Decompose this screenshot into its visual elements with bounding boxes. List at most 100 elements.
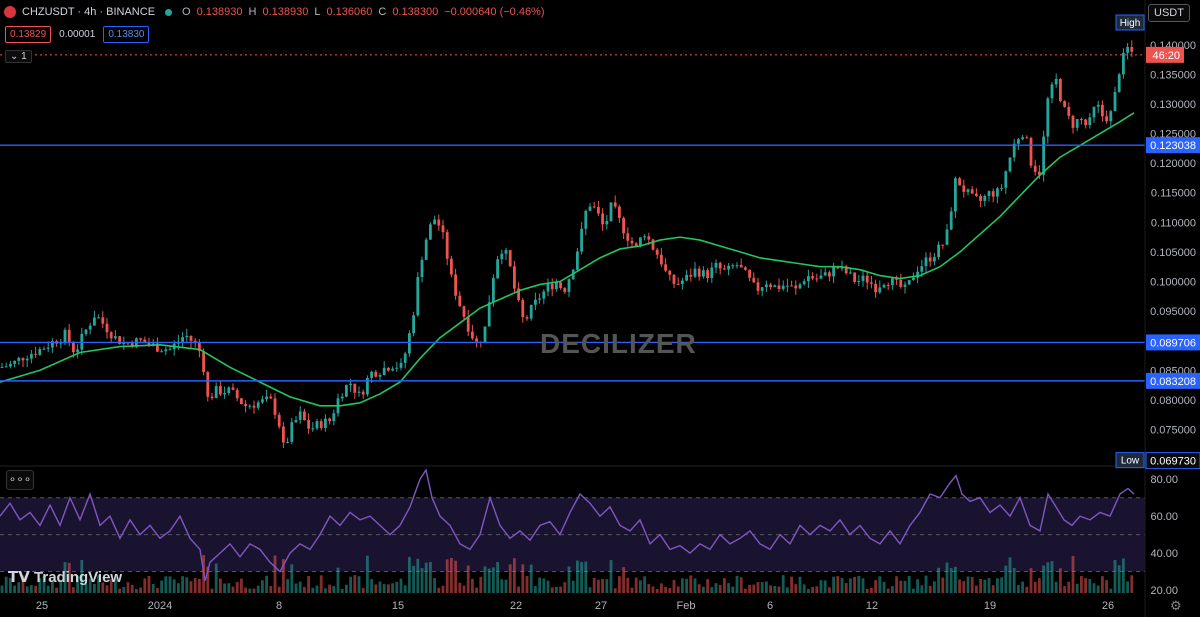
buy-price-button[interactable]: 0.13830 — [103, 26, 150, 43]
volume-bar — [105, 585, 109, 593]
volume-bar — [122, 586, 126, 593]
chz-logo-icon — [4, 6, 16, 18]
volume-bar — [462, 585, 466, 593]
volume-bar — [294, 583, 298, 593]
volume-bar — [706, 579, 709, 593]
volume-bar — [1088, 578, 1092, 593]
volume-bar — [1033, 581, 1037, 593]
volume-bar — [521, 564, 525, 593]
candle-body-down — [118, 336, 121, 344]
collapse-indicators-button[interactable]: ⌄ 1 — [5, 50, 32, 63]
volume-bar — [916, 579, 919, 593]
volume-bar — [496, 562, 499, 593]
volume-bar — [1101, 576, 1104, 593]
candle-body-up — [1126, 46, 1129, 53]
volume-bar — [198, 578, 201, 593]
candle-body-up — [1046, 98, 1050, 137]
candle-body-up — [954, 178, 957, 212]
rsi-axis-tick: 60.00 — [1150, 511, 1178, 523]
volume-bar — [1059, 568, 1062, 593]
volume-bar — [156, 588, 159, 593]
candle-body-up — [1021, 137, 1024, 140]
candle-body-down — [109, 332, 113, 339]
candle-body-down — [626, 233, 630, 241]
candle-body-up — [1109, 111, 1113, 122]
candle-body-down — [231, 387, 235, 390]
candle-body-down — [660, 254, 663, 265]
candle-body-down — [462, 306, 466, 317]
volume-bar — [466, 565, 470, 593]
candle-body-up — [933, 257, 936, 262]
volume-bar — [382, 584, 386, 593]
volume-bar — [143, 578, 147, 593]
volume-bar — [366, 555, 369, 593]
candle-body-up — [168, 349, 172, 351]
volume-bar — [760, 582, 764, 593]
volume-bar — [664, 586, 667, 593]
volume-bar — [933, 581, 936, 593]
candle-body-up — [1012, 143, 1016, 158]
candle-body-up — [315, 421, 319, 429]
candle-body-up — [987, 191, 991, 196]
candle-body-up — [567, 279, 571, 293]
candle-body-down — [189, 335, 193, 341]
candle-body-up — [924, 257, 928, 267]
volume-bar — [374, 584, 378, 593]
candle-body-up — [433, 219, 436, 225]
volume-bar — [731, 586, 735, 593]
high-label: H — [248, 6, 257, 18]
volume-bar — [420, 568, 424, 593]
low-value: 0.136060 — [326, 6, 373, 18]
volume-bar — [777, 586, 781, 593]
volume-bar — [832, 576, 835, 593]
candle-body-down — [513, 266, 516, 289]
candle-body-up — [1096, 104, 1100, 107]
volume-bar — [739, 577, 743, 593]
volume-bar — [311, 587, 315, 593]
volume-bar — [798, 576, 802, 593]
candle-body-up — [395, 367, 399, 369]
gear-icon[interactable]: ⚙ — [1170, 598, 1182, 613]
candle-body-down — [1033, 165, 1037, 172]
candle-body-up — [97, 317, 100, 319]
currency-selector[interactable]: USDT — [1148, 4, 1190, 22]
candle-body-up — [38, 349, 42, 355]
volume-bar — [1122, 558, 1125, 593]
candle-body-down — [697, 268, 701, 277]
volume-bar — [504, 579, 508, 593]
volume-bar — [1067, 581, 1071, 593]
rsi-menu-button[interactable]: ∘∘∘ — [6, 470, 34, 490]
candle-body-up — [1042, 136, 1045, 175]
volume-bar — [349, 576, 352, 593]
volume-bar — [718, 584, 722, 593]
candle-body-down — [895, 278, 898, 280]
change-value: −0.000640 (−0.46%) — [444, 6, 545, 18]
symbol-name[interactable]: CHZUSDT · 4h · BINANCE — [22, 6, 156, 18]
volume-bar — [437, 587, 441, 593]
candle-body-down — [1130, 46, 1134, 52]
candle-body-up — [849, 272, 852, 274]
volume-bar — [563, 582, 567, 593]
volume-bar — [214, 563, 218, 593]
candle-body-up — [1113, 91, 1117, 112]
level-price-text: 0.123038 — [1150, 140, 1196, 152]
sell-price-button[interactable]: 0.13829 — [5, 26, 52, 43]
volume-bar — [189, 581, 193, 593]
volume-bar — [269, 586, 273, 593]
volume-bar — [605, 579, 609, 593]
candle-body-down — [1059, 78, 1062, 102]
candle-body-up — [710, 267, 714, 279]
volume-bar — [714, 583, 718, 593]
candle-body-down — [651, 239, 655, 250]
candle-body-down — [647, 236, 651, 240]
volume-bar — [479, 576, 483, 593]
volume-bar — [93, 583, 96, 593]
candle-body-up — [996, 188, 999, 197]
candle-body-down — [655, 249, 659, 255]
volume-bar — [786, 587, 789, 593]
candle-body-up — [702, 270, 705, 277]
volume-bar — [408, 556, 411, 593]
volume-bar — [298, 581, 302, 593]
